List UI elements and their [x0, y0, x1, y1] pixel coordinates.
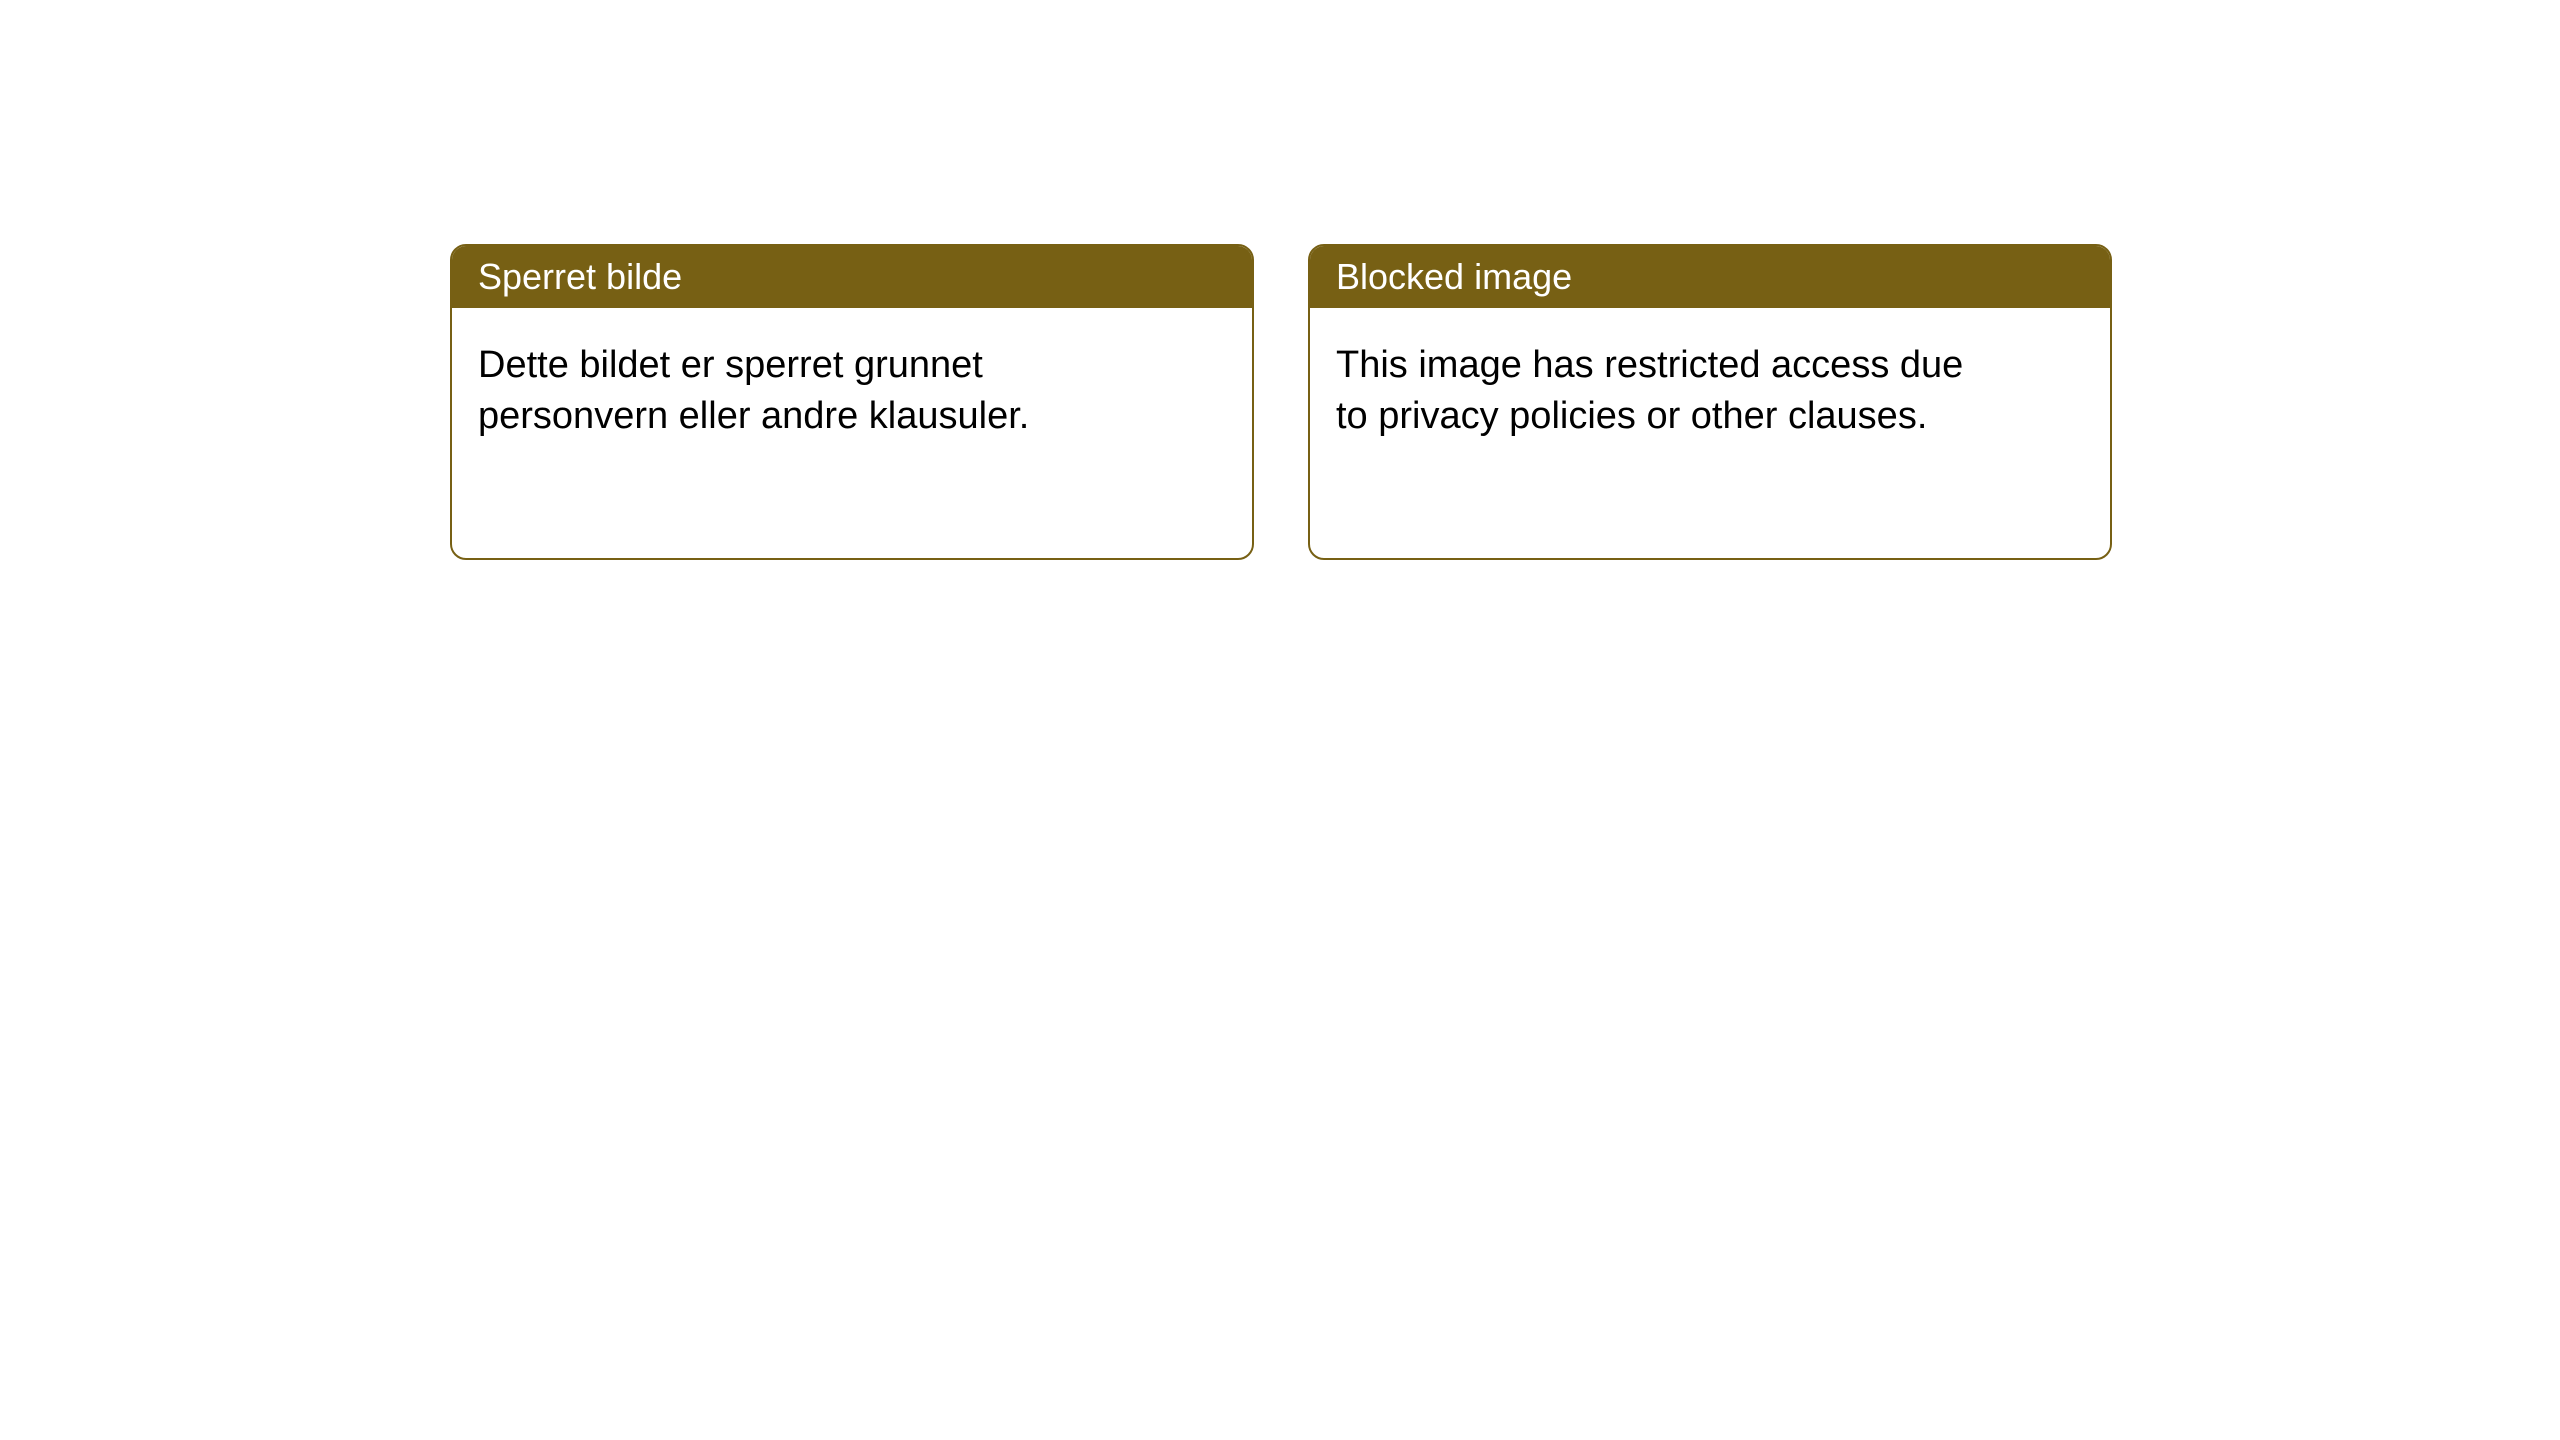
card-body: Dette bildet er sperret grunnet personve… — [452, 308, 1252, 558]
card-title: Blocked image — [1310, 246, 2110, 308]
notice-card-norwegian: Sperret bilde Dette bildet er sperret gr… — [450, 244, 1254, 560]
card-body-text: Dette bildet er sperret grunnet personve… — [478, 340, 1138, 443]
notice-cards-row: Sperret bilde Dette bildet er sperret gr… — [450, 244, 2112, 560]
card-body: This image has restricted access due to … — [1310, 308, 2110, 558]
notice-card-english: Blocked image This image has restricted … — [1308, 244, 2112, 560]
card-body-text: This image has restricted access due to … — [1336, 340, 1996, 443]
card-title: Sperret bilde — [452, 246, 1252, 308]
